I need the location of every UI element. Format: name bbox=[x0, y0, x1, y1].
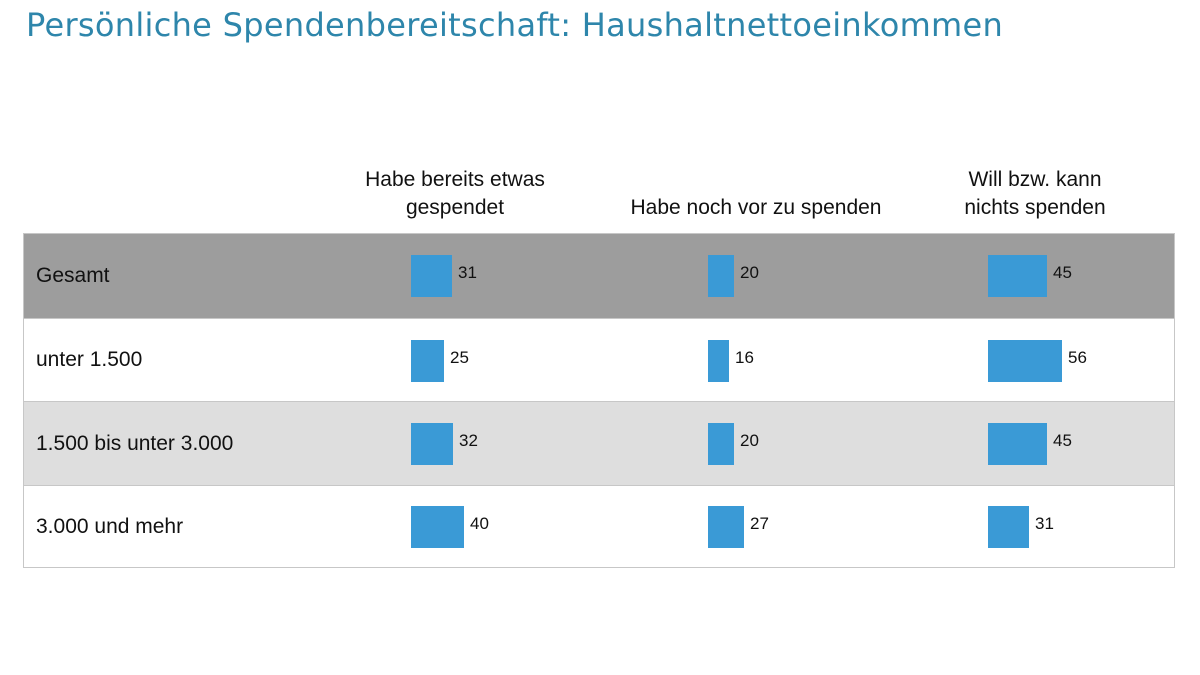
data-label-cannot-donate: 56 bbox=[1068, 348, 1087, 367]
table-row: unter 1.500 25 16 56 bbox=[24, 318, 1174, 401]
column-header-plan-to-donate: Habe noch vor zu spenden bbox=[606, 194, 906, 222]
column-header-line: gespendet bbox=[405, 196, 505, 219]
bar-plan-to-donate bbox=[708, 506, 744, 548]
chart-title: Persönliche Spendenbereitschaft: Haushal… bbox=[26, 6, 1004, 44]
bar-already-donated bbox=[411, 340, 444, 382]
column-header-line: Habe bereits etwas bbox=[365, 168, 545, 191]
bar-cannot-donate bbox=[988, 255, 1047, 297]
data-label-already-donated: 31 bbox=[458, 263, 477, 282]
bar-already-donated bbox=[411, 506, 464, 548]
data-label-already-donated: 40 bbox=[470, 514, 489, 533]
data-label-already-donated: 25 bbox=[450, 348, 469, 367]
table-row: Gesamt 31 20 45 bbox=[24, 234, 1174, 318]
data-label-plan-to-donate: 20 bbox=[740, 263, 759, 282]
table-row: 1.500 bis unter 3.000 32 20 45 bbox=[24, 401, 1174, 485]
table-row: 3.000 und mehr 40 27 31 bbox=[24, 485, 1174, 567]
bar-plan-to-donate bbox=[708, 255, 734, 297]
bar-cannot-donate bbox=[988, 506, 1029, 548]
column-header-line: Habe noch vor zu spenden bbox=[630, 196, 882, 219]
column-header-line: Will bzw. kann bbox=[968, 168, 1102, 191]
row-label: unter 1.500 bbox=[36, 348, 143, 371]
data-label-cannot-donate: 31 bbox=[1035, 514, 1054, 533]
data-label-plan-to-donate: 20 bbox=[740, 431, 759, 450]
row-label: Gesamt bbox=[36, 264, 110, 287]
bar-plan-to-donate bbox=[708, 423, 734, 465]
bar-plan-to-donate bbox=[708, 340, 729, 382]
data-label-plan-to-donate: 16 bbox=[735, 348, 754, 367]
column-header-line: nichts spenden bbox=[964, 196, 1106, 219]
column-header-already-donated: Habe bereits etwas gespendet bbox=[305, 166, 605, 222]
data-label-plan-to-donate: 27 bbox=[750, 514, 769, 533]
bar-already-donated bbox=[411, 423, 453, 465]
data-label-already-donated: 32 bbox=[459, 431, 478, 450]
bar-cannot-donate bbox=[988, 423, 1047, 465]
data-table: Gesamt 31 20 45 unter 1.500 25 16 56 1.500 bis u… bbox=[23, 233, 1175, 568]
bar-already-donated bbox=[411, 255, 452, 297]
data-label-cannot-donate: 45 bbox=[1053, 431, 1072, 450]
row-label: 1.500 bis unter 3.000 bbox=[36, 431, 234, 455]
bar-cannot-donate bbox=[988, 340, 1062, 382]
data-label-cannot-donate: 45 bbox=[1053, 263, 1072, 282]
column-header-cannot-donate: Will bzw. kann nichts spenden bbox=[885, 166, 1185, 222]
row-label: 3.000 und mehr bbox=[36, 514, 184, 538]
